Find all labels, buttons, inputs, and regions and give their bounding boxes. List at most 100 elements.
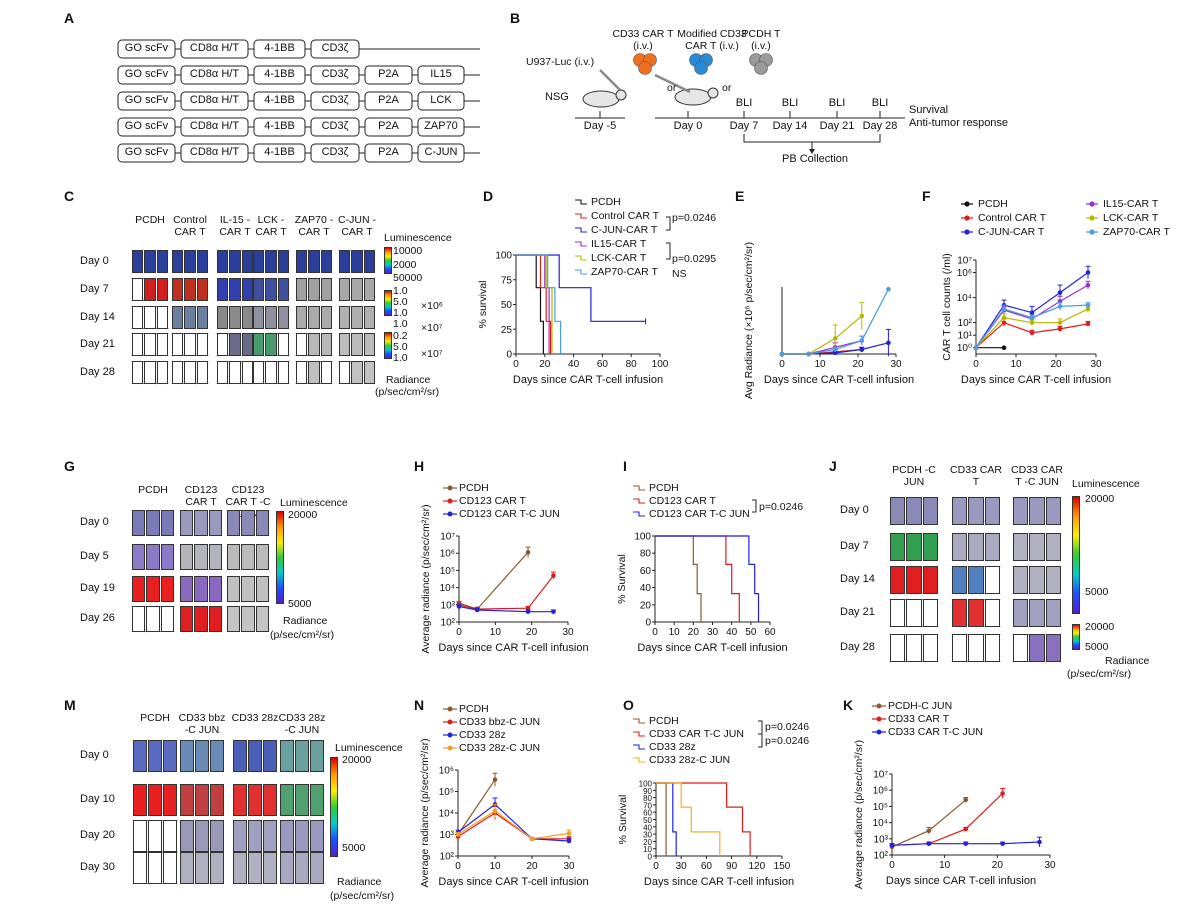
cell-line-label: U937-Luc (i.v.) xyxy=(526,56,595,68)
mouse-image xyxy=(1029,566,1045,594)
mouse-image xyxy=(265,306,277,329)
mouse-image xyxy=(952,599,968,627)
data-point xyxy=(1001,345,1007,351)
mouse-image xyxy=(253,278,265,301)
panel-label: K xyxy=(843,697,854,713)
bli-label: BLI xyxy=(871,97,889,109)
construct-segment-label: 4-1BB xyxy=(264,146,295,158)
mouse-image xyxy=(241,278,253,301)
mouse-crossed xyxy=(160,606,174,632)
mouse-image xyxy=(233,820,247,852)
mouse-image xyxy=(952,566,968,594)
group-label: C-JUN -CAR T xyxy=(338,214,376,238)
mouse-image xyxy=(233,784,247,816)
mouse-image xyxy=(339,333,351,356)
legend-marker xyxy=(876,716,882,722)
mouse-image xyxy=(180,784,194,816)
stat-label: p=0.0246 xyxy=(672,212,717,224)
construct-segment-label: GO scFv xyxy=(124,120,169,132)
y-tick-label: 10⁶ xyxy=(957,268,972,279)
mouse-crossed xyxy=(133,852,147,884)
mouse-image xyxy=(952,497,968,525)
mouse-image xyxy=(308,361,320,384)
x-tick-label: 10 xyxy=(489,861,501,872)
timeline-day: Day 28 xyxy=(862,120,898,132)
mouse-image xyxy=(310,820,324,852)
y-tick-label: 20 xyxy=(643,838,652,847)
mouse-image xyxy=(163,740,177,772)
mouse-icon xyxy=(615,89,627,101)
mouse-image xyxy=(227,606,241,632)
x-tick-label: 30 xyxy=(676,861,688,872)
data-point xyxy=(1001,320,1007,325)
mouse-image xyxy=(253,333,265,356)
legend-marker xyxy=(876,703,882,709)
mouse-crossed xyxy=(146,606,160,632)
construct-segment xyxy=(417,65,465,85)
mouse-image xyxy=(172,306,184,329)
mouse-image xyxy=(1045,566,1061,594)
construct-segment-label: CD3ζ xyxy=(321,146,349,158)
mouse-image xyxy=(195,740,209,772)
x-tick-label: 150 xyxy=(774,861,791,872)
mouse-crossed xyxy=(890,634,906,662)
construct-segment xyxy=(310,91,360,111)
x-tick-label: 30 xyxy=(563,861,575,872)
y-tick-label: 50 xyxy=(643,816,652,825)
series-line xyxy=(458,605,554,613)
mouse-image xyxy=(208,576,222,602)
timeline-day: Day -5 xyxy=(583,120,617,132)
group-label: CD33 28z xyxy=(231,712,279,724)
mouse-image xyxy=(241,306,253,329)
series-line xyxy=(782,315,863,355)
series-line xyxy=(655,535,702,622)
mouse-image xyxy=(208,510,222,536)
mouse-image xyxy=(248,784,262,816)
mouse-image xyxy=(133,740,147,772)
radiance-label: Radiance xyxy=(283,615,328,627)
data-point xyxy=(1057,326,1063,332)
y-axis-label: Average radiance (p/sec/cm²/sr) xyxy=(853,740,865,889)
mouse-image xyxy=(241,510,255,536)
mouse-crossed xyxy=(144,333,156,356)
day-label: Day 14 xyxy=(840,573,875,585)
mouse-image xyxy=(263,852,277,884)
x-tick-label: 20 xyxy=(992,860,1004,871)
construct-segment-label: GO scFv xyxy=(124,94,169,106)
mouse-image xyxy=(968,533,984,561)
x-tick-label: 10 xyxy=(939,860,951,871)
x-tick-label: 10 xyxy=(490,627,502,638)
panel-label: J xyxy=(829,458,837,474)
construct-segment xyxy=(117,117,176,137)
x-tick-label: 0 xyxy=(513,359,519,370)
radiance-units: (p/sec/cm²/sr) xyxy=(270,629,335,641)
colorbar-1 xyxy=(384,247,392,274)
scale-value: 20000 xyxy=(342,754,372,766)
y-tick-label: 10⁷ xyxy=(873,770,888,781)
series-line xyxy=(656,782,667,856)
mouse-crossed xyxy=(277,361,289,384)
scale-value: 5000 xyxy=(288,598,312,610)
panel-label: C xyxy=(64,188,75,204)
legend-marker xyxy=(964,201,970,207)
mouse-image xyxy=(308,333,320,356)
construct-segment xyxy=(180,91,249,111)
y-tick-label: 80 xyxy=(640,549,652,560)
stat-label: NS xyxy=(672,268,687,280)
construct-segment xyxy=(253,143,306,163)
series-line xyxy=(656,782,751,856)
x-tick-label: 100 xyxy=(652,359,669,370)
mouse-image xyxy=(184,278,196,301)
data-point xyxy=(1057,304,1063,309)
mouse-image xyxy=(248,820,262,852)
mouse-image xyxy=(233,740,247,772)
panel-label: O xyxy=(623,697,634,713)
y-tick-label: 10² xyxy=(874,851,889,862)
construct-segment xyxy=(310,117,360,137)
construct-segment xyxy=(417,91,465,111)
construct-segment xyxy=(364,143,413,163)
data-point xyxy=(525,605,531,611)
mouse-crossed xyxy=(217,361,229,384)
y-tick-label: 10² xyxy=(441,618,456,629)
mouse-image xyxy=(310,784,324,816)
